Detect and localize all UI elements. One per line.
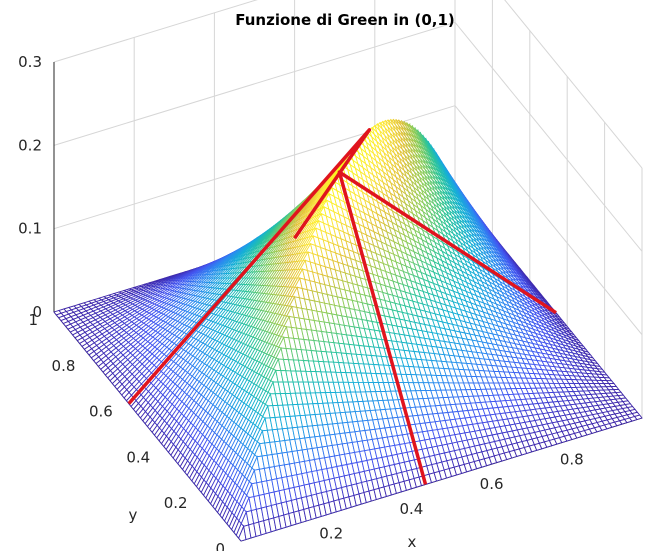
right-wall-hgrid xyxy=(455,22,642,251)
right-wall-hgrid xyxy=(455,0,642,168)
surface-mesh xyxy=(54,120,642,542)
back-wall-hgrid xyxy=(54,0,455,62)
